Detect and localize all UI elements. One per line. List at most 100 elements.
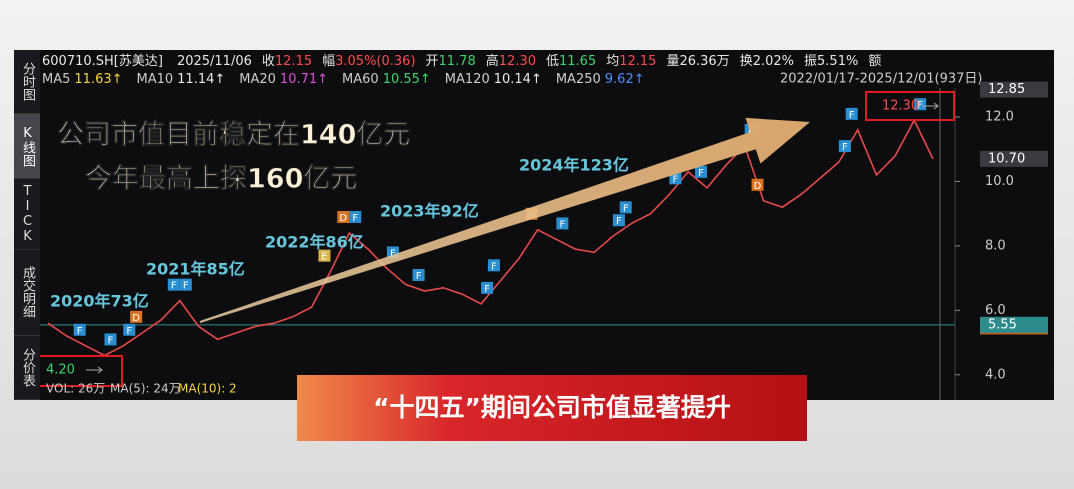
- header-item: 26.36万: [679, 54, 729, 69]
- event-box: [179, 278, 192, 291]
- header-item: 12.30: [499, 54, 536, 69]
- header-item: 额: [868, 54, 881, 69]
- tab[interactable]: 成交明细: [14, 250, 40, 336]
- trend-arrow: [199, 117, 810, 323]
- event-box: [556, 217, 569, 230]
- header-item: 2025/11/06: [177, 54, 252, 69]
- header-item: 10.55↑: [383, 72, 431, 87]
- ma-row: MA5 11.63↑ MA10 11.14↑ MA20 10.71↑ MA60 10.55↑ M…: [42, 72, 645, 87]
- arrow: [922, 102, 939, 110]
- event-label: F: [390, 248, 396, 259]
- year-label: 2020年73亿: [50, 292, 149, 311]
- banner: [297, 375, 807, 441]
- event-box: [73, 323, 86, 336]
- header-item: 高: [486, 53, 499, 69]
- header-item: 量: [666, 54, 679, 69]
- event-box: [695, 165, 708, 178]
- event-label: F: [917, 100, 923, 111]
- header-item: MA120: [445, 72, 490, 87]
- event-box: [619, 201, 632, 214]
- header-item: MA5: [42, 72, 70, 87]
- header-item: MA10: [137, 72, 174, 87]
- headline: 今年最高上探160亿元: [85, 163, 357, 195]
- axis-marker-label: 12.85: [988, 82, 1025, 97]
- y-tick-label: 6.0: [985, 303, 1006, 318]
- tabs: 分时图 K线图 TICK 成交明细 分价表: [14, 50, 40, 400]
- footer-item: MA(10): 2: [178, 382, 237, 396]
- header-item: MA250: [556, 72, 601, 87]
- event-box: [104, 333, 117, 346]
- range: 2022/01/17-2025/12/01(937日): [780, 72, 983, 87]
- arrow: [86, 366, 103, 374]
- header-item: 幅: [322, 54, 335, 69]
- event-box: [751, 178, 764, 191]
- event-label: D: [132, 313, 140, 324]
- footer-item: VOL: 26万: [46, 382, 105, 396]
- header-item: 11.65: [559, 54, 596, 69]
- y-tick-label: 12.0: [985, 110, 1014, 125]
- event-label: F: [616, 216, 622, 227]
- axis-marker-label: 10.70: [988, 151, 1025, 166]
- header-item: 600710.SH[苏美达]: [42, 53, 163, 69]
- event-box: [669, 172, 682, 185]
- header-item: 10.71↑: [280, 72, 328, 87]
- event-label: F: [126, 326, 132, 337]
- event-box: [337, 211, 350, 223]
- event-label: F: [352, 213, 358, 224]
- event-label: F: [416, 271, 422, 282]
- high-box: [865, 91, 955, 121]
- event-box: [914, 98, 927, 111]
- panel: [14, 50, 1054, 400]
- header-item: MA60: [342, 72, 379, 87]
- y-tick-label: 10.0: [985, 174, 1014, 189]
- header-item: 12.15: [619, 54, 656, 69]
- header-row: 600710.SH[苏美达] 2025/11/06 收12.15 幅3.05%(0.3…: [42, 53, 881, 69]
- tab[interactable]: 分价表: [14, 336, 40, 400]
- footer-item: MA(5): 24万: [110, 382, 181, 396]
- event-label: F: [171, 281, 177, 292]
- header-item: 3.05%(0.36): [335, 54, 415, 69]
- y-tick-label: 4.0: [985, 367, 1006, 382]
- header-item: 收: [262, 54, 275, 69]
- event-box: [318, 249, 331, 262]
- event-box: [612, 214, 625, 227]
- tab[interactable]: TICK: [14, 179, 40, 250]
- event-box: [123, 323, 136, 336]
- chart-layer: 600710.SH[苏美达] 2025/11/06 收12.15 幅3.05%(0.3…: [31, 53, 1054, 441]
- year-label: 2022年86亿: [265, 233, 364, 252]
- tab[interactable]: 分时图: [14, 50, 40, 115]
- event-box: [130, 310, 143, 323]
- event-label: F: [560, 219, 566, 230]
- event-box: [845, 107, 858, 120]
- low-label: 4.20: [46, 363, 75, 378]
- event-label: F: [698, 168, 704, 179]
- header-item: 12.15: [275, 54, 312, 69]
- event-box: [481, 281, 494, 294]
- header-item: 5.51%: [817, 54, 858, 69]
- event-label: F: [849, 110, 855, 121]
- event-box: [487, 259, 500, 272]
- event-label: D: [339, 213, 347, 224]
- event-label: F: [108, 335, 114, 346]
- event-box: [838, 140, 851, 153]
- event-label: F: [183, 281, 189, 292]
- header-item: 2.02%: [753, 54, 794, 69]
- header-item: 均: [606, 54, 619, 69]
- event-box: [349, 211, 362, 223]
- header-item: 11.78: [439, 54, 476, 69]
- event-label: F: [491, 261, 497, 272]
- banner-text: “十四五”期间公司市值显著提升: [373, 393, 731, 422]
- tab[interactable]: K线图: [14, 114, 40, 179]
- event-label: F: [77, 326, 83, 337]
- axis-marker: [980, 81, 1048, 98]
- header-item: 11.14↑: [177, 72, 225, 87]
- header-item: 9.62↑: [605, 72, 645, 87]
- header-item: 换: [740, 54, 753, 69]
- axis-marker-label: 5.55: [988, 317, 1017, 332]
- event-label: F: [484, 284, 490, 295]
- axis-marker: [980, 316, 1048, 333]
- year-label: 2023年92亿: [380, 202, 479, 221]
- axis-marker: [980, 150, 1048, 167]
